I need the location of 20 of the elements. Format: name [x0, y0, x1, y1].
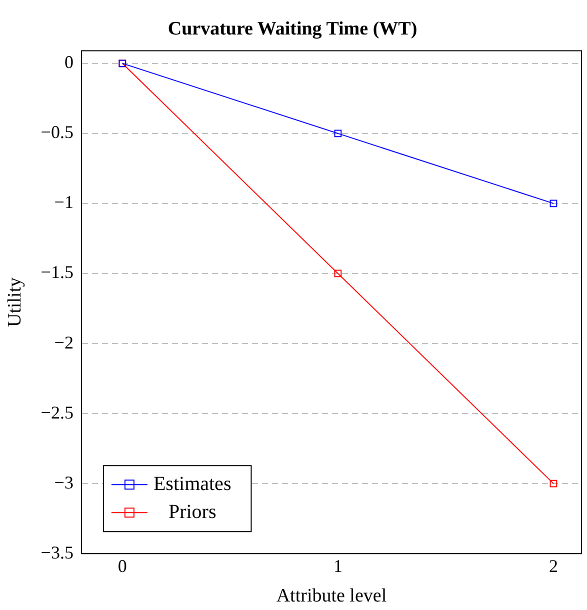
y-tick-label: 0 — [64, 52, 74, 72]
x-tick-label: 2 — [548, 556, 558, 576]
y-tick-label: −2.5 — [40, 402, 74, 422]
point — [550, 200, 558, 208]
y-axis-title: Utility — [4, 276, 26, 328]
legend-label: Estimates — [153, 472, 232, 495]
y-tick-label: −1.5 — [40, 262, 74, 282]
y-tick-label: −3.5 — [40, 542, 74, 562]
x-axis-title: Attribute level — [276, 586, 387, 607]
y-tick-label: −0.5 — [40, 122, 74, 142]
point — [334, 130, 342, 138]
x-tick-label: 1 — [333, 556, 342, 576]
point — [334, 270, 342, 278]
x-tick-label: 0 — [118, 556, 127, 576]
point — [550, 480, 558, 488]
legend-label: Priors — [168, 500, 216, 523]
y-tick-label: −1 — [54, 192, 74, 212]
y-tick-label: −2 — [54, 332, 74, 352]
y-tick-label: −3 — [54, 472, 74, 492]
chart-title: Curvature Waiting Time (WT) — [168, 18, 418, 40]
